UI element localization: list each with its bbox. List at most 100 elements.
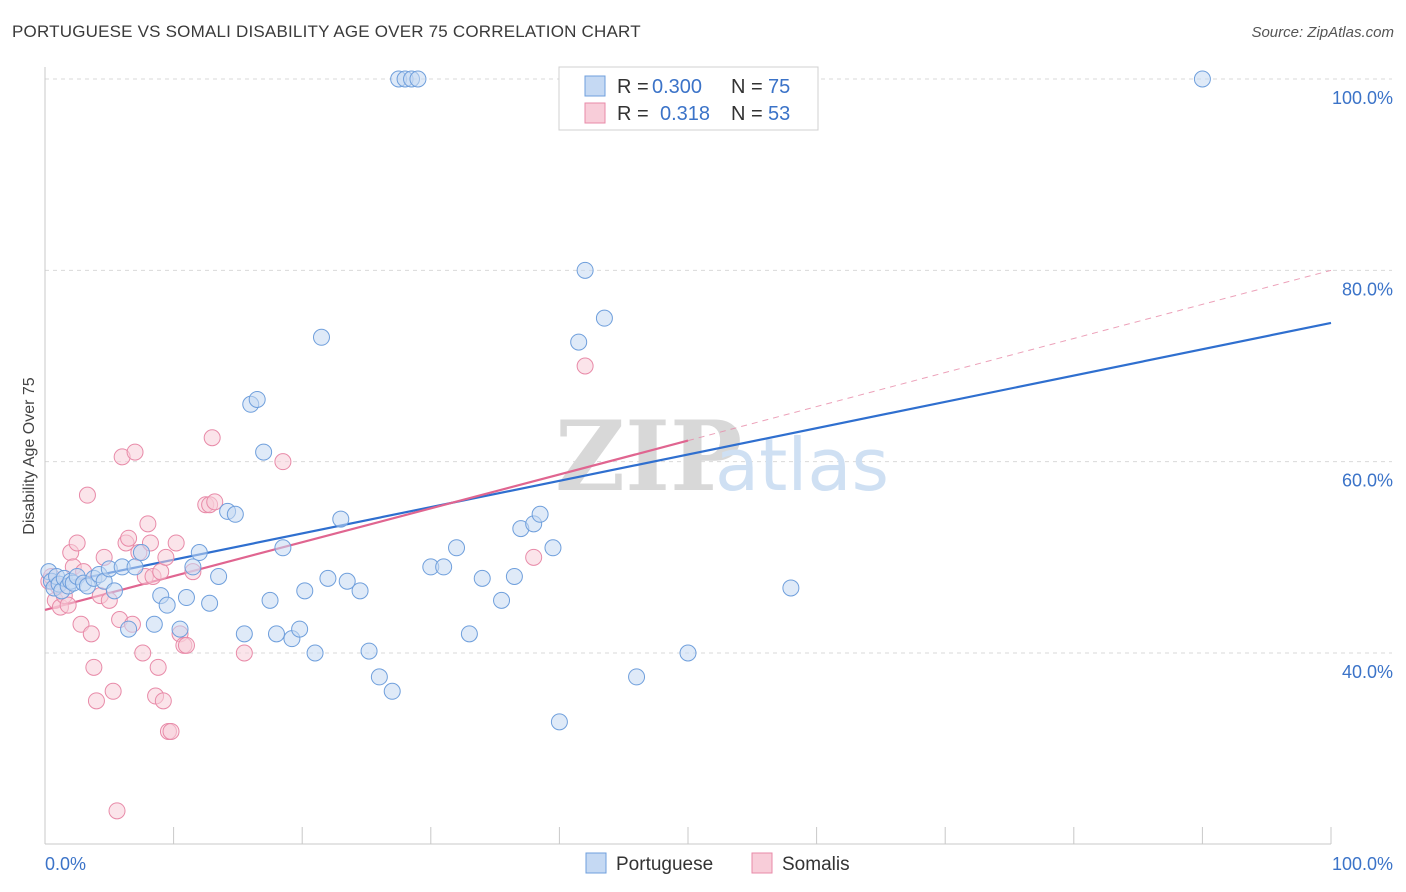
portuguese-point [1193,70,1211,88]
portuguese-point [595,309,613,327]
somalis-point [149,658,167,676]
portuguese-point [184,558,202,576]
somalis-point [120,529,138,547]
portuguese-point [158,596,176,614]
portuguese-point [531,505,549,523]
somalis-point [139,515,157,533]
somalis-point [104,682,122,700]
somalis-point [78,486,96,504]
legend-swatch-portuguese [584,75,606,97]
chart-title: PORTUGUESE VS SOMALI DISABILITY AGE OVER… [12,22,641,41]
portuguese-point [505,567,523,585]
portuguese-point [105,582,123,600]
portuguese-point [248,390,266,408]
portuguese-point [267,625,285,643]
portuguese-points [40,70,1211,731]
trend-line-somalis-extension [687,269,1332,442]
legend-r-label-portuguese: R = [617,76,649,98]
portuguese-point [473,569,491,587]
portuguese-point [132,544,150,562]
portuguese-point [126,558,144,576]
y-tick-label: 40.0% [1342,662,1393,682]
portuguese-point [435,558,453,576]
legend-n-label-somalis: N = [731,103,763,125]
portuguese-point [570,333,588,351]
somalis-point [235,644,253,662]
trend-lines [44,269,1332,612]
portuguese-point [628,668,646,686]
somalis-point [152,563,170,581]
portuguese-point [679,644,697,662]
source-label: Source: ZipAtlas.com [1251,24,1394,41]
legend-r-value-somalis: 0.318 [660,103,710,125]
portuguese-point [370,668,388,686]
somalis-point [85,658,103,676]
portuguese-point [448,539,466,557]
watermark-zip: ZIP [555,400,742,513]
portuguese-point [226,505,244,523]
legend-n-value-somalis: 53 [768,103,790,125]
portuguese-point [210,567,228,585]
somalis-point [525,548,543,566]
portuguese-point [274,539,292,557]
portuguese-point [235,625,253,643]
y-tick-labels: 40.0% 60.0% 80.0% 100.0% [1332,88,1393,682]
somalis-point [154,692,172,710]
somalis-point [203,429,221,447]
trend-line-portuguese [44,321,1332,588]
x-tick-label-max: 100.0% [1332,854,1393,874]
somalis-point [68,534,86,552]
watermark-atlas: atlas [715,423,889,507]
portuguese-point [360,642,378,660]
y-tick-label: 100.0% [1332,88,1393,108]
legend-r-label-somalis: R = [617,103,649,125]
somalis-points [40,357,594,820]
grid-lines [45,78,1392,654]
portuguese-point [782,579,800,597]
x-tick-label-min: 0.0% [45,854,86,874]
portuguese-point [261,591,279,609]
x-tick-labels: 0.0% 100.0% [45,854,1393,874]
portuguese-point [338,572,356,590]
series-label-portuguese: Portuguese [616,854,713,875]
somalis-point [162,722,180,740]
portuguese-point [544,539,562,557]
portuguese-point [201,594,219,612]
somalis-point [134,644,152,662]
somalis-point [177,636,195,654]
portuguese-point [460,625,478,643]
series-legend: Portuguese Somalis [585,852,850,875]
portuguese-point [120,620,138,638]
y-axis-label: Disability Age Over 75 [21,377,38,535]
legend-swatch-somalis [584,102,606,124]
legend-n-label-portuguese: N = [731,76,763,98]
portuguese-point [332,510,350,528]
y-tick-label: 80.0% [1342,279,1393,299]
portuguese-point [145,615,163,633]
somalis-point [126,443,144,461]
series-swatch-portuguese [585,852,607,874]
somalis-point [82,625,100,643]
series-swatch-somalis [751,852,773,874]
portuguese-point [409,70,427,88]
portuguese-point [351,582,369,600]
correlation-legend: R = 0.300 N = 75 R = 0.318 N = 53 [558,66,819,131]
legend-r-value-portuguese: 0.300 [652,76,702,98]
portuguese-point [383,682,401,700]
somalis-point [206,493,224,511]
portuguese-point [296,582,314,600]
portuguese-point [171,620,189,638]
somalis-point [59,596,77,614]
portuguese-point [177,589,195,607]
somalis-point [167,534,185,552]
somalis-point [87,692,105,710]
portuguese-point [550,713,568,731]
somalis-point [108,802,126,820]
portuguese-point [291,620,309,638]
watermark: ZIP atlas [555,400,889,513]
portuguese-point [312,328,330,346]
somalis-point [576,357,594,375]
axes [44,67,1332,845]
portuguese-point [255,443,273,461]
